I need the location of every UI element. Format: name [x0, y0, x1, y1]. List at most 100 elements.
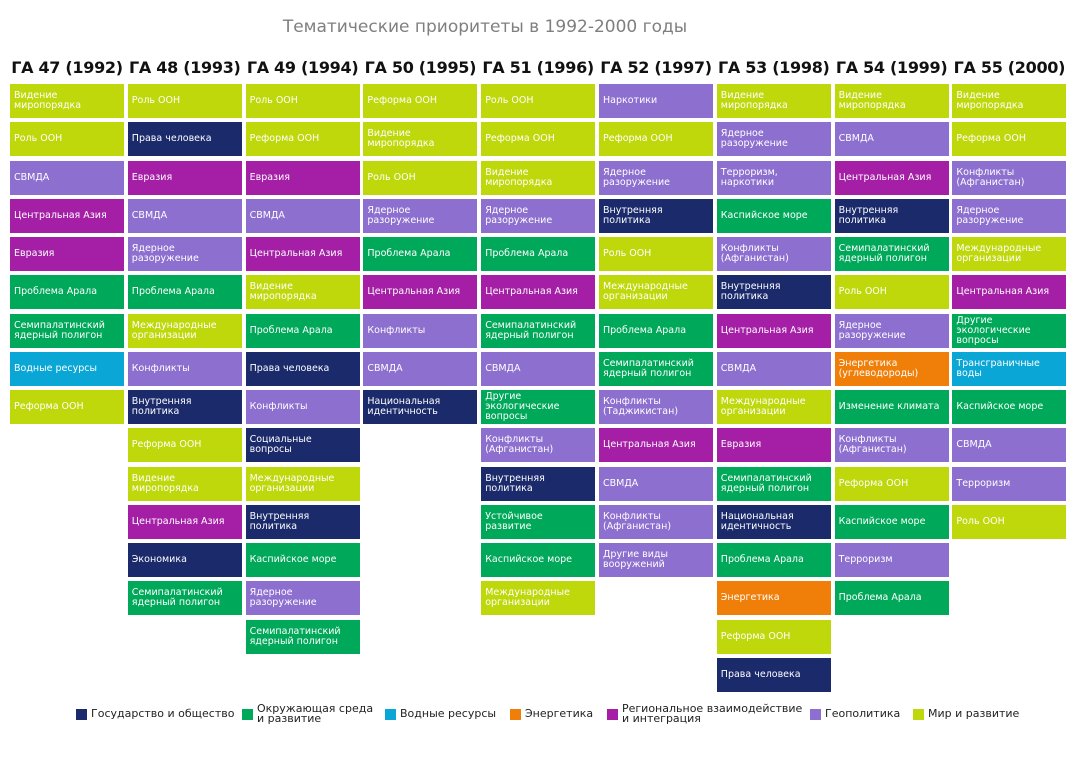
priority-cell: Международные организации: [716, 390, 831, 424]
priority-label: Ядерное разоружение: [249, 587, 317, 609]
priority-label: Ядерное разоружение: [838, 319, 906, 341]
priority-label: Ядерное разоружение: [367, 204, 435, 226]
priority-label: Центральная Азия: [838, 171, 932, 183]
priority-cell: Внутренняя политика: [716, 275, 831, 310]
priority-label: Конфликты (Афганистан): [720, 243, 789, 264]
priority-cell: Проблема Арала: [716, 543, 831, 577]
priority-label: Семипалатинский ядерный полигон: [131, 587, 223, 609]
priority-label: Реформа ООН: [603, 133, 673, 145]
priority-cell: СВМДА: [10, 160, 124, 195]
priority-cell: Проблема Арала: [127, 275, 242, 310]
priority-label: Центральная Азия: [249, 248, 343, 259]
priority-cell: Реформа ООН: [716, 619, 831, 654]
priority-cell: Социальные вопросы: [245, 428, 360, 463]
priority-cell: Конфликты (Афганистан): [834, 428, 949, 463]
priority-label: Изменение климата: [838, 401, 940, 412]
priority-label: Видение миропорядка: [14, 90, 82, 111]
legend-swatch: [76, 708, 87, 720]
priority-cell: Видение миропорядка: [481, 160, 596, 195]
legend-label: Водные ресурсы: [400, 707, 497, 720]
priority-cell: Семипалатинский ядерный полигон: [127, 581, 242, 616]
priority-cell: Евразия: [716, 428, 831, 463]
priority-label: Внутренняя политика: [838, 204, 899, 226]
priority-label: Внутренняя политика: [720, 281, 781, 303]
priority-label: Ядерное разоружение: [956, 204, 1024, 226]
priority-cell: Реформа ООН: [10, 390, 124, 424]
priority-label: СВМДА: [838, 133, 874, 145]
priority-cell: Реформа ООН: [599, 122, 713, 157]
priority-cell: Реформа ООН: [245, 122, 360, 157]
priority-label: Реформа ООН: [367, 95, 438, 106]
priority-cell: Ядерное разоружение: [363, 198, 478, 233]
priority-label: Конфликты (Афганистан): [838, 434, 907, 456]
priority-label: Видение миропорядка: [956, 90, 1024, 111]
priority-cell: Конфликты: [245, 390, 360, 424]
priority-cell: Семипалатинский ядерный полигон: [599, 351, 713, 386]
priority-cell: Проблема Арала: [363, 237, 478, 271]
column-header: ГА 54 (1999): [835, 58, 948, 77]
priority-cell: Конфликты (Афганистан): [716, 237, 831, 271]
priority-cell: СВМДА: [127, 198, 242, 233]
priority-label: Проблема Арала: [603, 324, 687, 336]
priority-label: Видение миропорядка: [367, 128, 435, 150]
session-column: ГА 51 (1996) Роль ООН Реформа ООН Видение м…: [481, 58, 596, 616]
legend-label: Мир и развитие: [928, 707, 1020, 720]
priority-label: Национальная идентичность: [367, 396, 441, 417]
priority-label: Устойчивое развитие: [485, 510, 543, 532]
priority-label: Конфликты: [367, 324, 426, 336]
priority-cell: Терроризм: [952, 466, 1067, 501]
priority-cell: Терроризм, наркотики: [716, 160, 831, 195]
priority-label: Энергетика: [720, 592, 780, 604]
priority-cell: СВМДА: [716, 351, 831, 386]
priority-cell: Видение миропорядка: [834, 84, 949, 118]
column-header: ГА 55 (2000): [953, 58, 1066, 77]
priority-cell: СВМДА: [834, 122, 949, 157]
priority-label: Терроризм: [838, 554, 893, 565]
priority-label: Водные ресурсы: [14, 362, 97, 374]
priority-cell: Семипалатинский ядерный полигон: [834, 237, 949, 271]
priority-label: Другие экологические вопросы: [485, 391, 560, 422]
priority-label: Международные организации: [485, 587, 570, 609]
priority-label: Евразия: [720, 439, 762, 451]
column-header: ГА 53 (1998): [718, 58, 830, 77]
priority-cell: Внутренняя политика: [834, 198, 949, 233]
legend-label: Геополитика: [825, 707, 901, 720]
priority-label: СВМДА: [485, 362, 521, 374]
priority-label: Видение миропорядка: [720, 90, 788, 111]
priority-cell: Реформа ООН: [363, 84, 478, 118]
priority-cell: СВМДА: [952, 428, 1067, 463]
priority-cell: Центральная Азия: [599, 428, 713, 463]
priority-label: Проблема Арала: [485, 248, 569, 259]
priority-cell: Внутренняя политика: [481, 466, 596, 501]
priority-label: Семипалатинский ядерный полигон: [720, 472, 812, 494]
priority-label: СВМДА: [603, 477, 639, 489]
priority-cell: Ядерное разоружение: [716, 122, 831, 157]
priority-cell: Роль ООН: [952, 504, 1067, 539]
priority-label: Внутренняя политика: [603, 204, 663, 226]
priority-cell: Внутренняя политика: [245, 504, 360, 539]
priority-label: Ядерное разоружение: [603, 166, 671, 188]
priority-label: СВМДА: [131, 209, 168, 221]
priority-cell: Энергетика: [716, 581, 831, 616]
priority-label: Семипалатинский ядерный полигон: [485, 319, 577, 341]
priority-cell: Каспийское море: [952, 390, 1067, 424]
priority-label: Ядерное разоружение: [720, 128, 788, 150]
priority-label: Евразия: [14, 248, 55, 259]
priority-label: Семипалатинский ядерный полигон: [249, 625, 341, 647]
priority-cell: Каспийское море: [834, 504, 949, 539]
priority-cell: Другие экологические вопросы: [952, 313, 1067, 348]
priority-label: Каспийское море: [956, 401, 1044, 412]
priority-label: Другие виды вооружений: [603, 549, 668, 570]
session-column: ГА 55 (2000) Видение миропорядка Реформа О…: [952, 58, 1067, 539]
priority-cell: Реформа ООН: [481, 122, 596, 157]
priority-cell: Каспийское море: [245, 543, 360, 577]
priority-cell: Национальная идентичность: [716, 504, 831, 539]
priority-cell: Евразия: [127, 160, 242, 195]
priority-label: Внутренняя политика: [249, 510, 310, 532]
priority-label: Каспийское море: [249, 554, 337, 565]
priority-cell: Роль ООН: [481, 84, 596, 118]
priority-cell: Национальная идентичность: [363, 390, 478, 424]
priority-label: Реформа ООН: [14, 401, 84, 412]
priority-label: Евразия: [131, 171, 173, 183]
column-header: ГА 49 (1994): [246, 58, 359, 77]
